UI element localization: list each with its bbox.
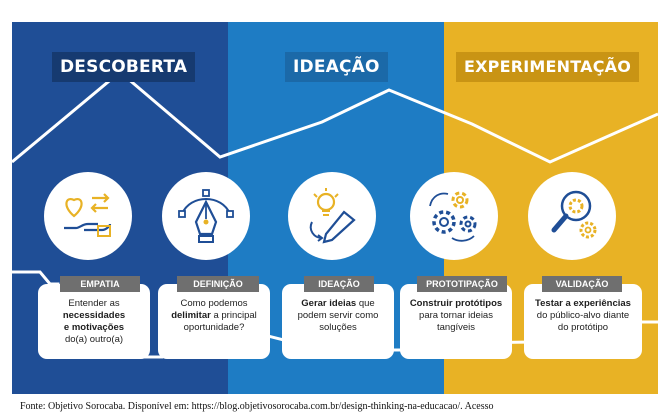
magnifier-gear-icon: [551, 190, 597, 239]
card-highlight: e motivações: [63, 322, 125, 333]
design-thinking-diagram: DESCOBERTA IDEAÇÃO EXPERIMENTAÇÃO: [12, 22, 658, 394]
step-card-empatia: Entender as necessidades e motivações do…: [38, 284, 150, 359]
card-line: soluções: [319, 322, 357, 333]
step-tag-prototipacao: PROTOTIPAÇÃO: [417, 276, 507, 292]
card-highlight: Testar a experiências: [535, 298, 631, 309]
heart-hand-arrows-icon: [64, 193, 112, 237]
step-tag-definicao: DEFINIÇÃO: [177, 276, 259, 292]
step-circle-empatia: [44, 172, 132, 260]
step-circle-validacao: [528, 172, 616, 260]
card-line: do público-alvo diante: [536, 310, 630, 321]
step-circle-ideacao: [288, 172, 376, 260]
card-line: Como podemos: [180, 298, 248, 309]
step-card-prototipacao: Construir protótipos para tornar ideias …: [400, 284, 512, 359]
phase-title-experimentacao: EXPERIMENTAÇÃO: [456, 52, 640, 82]
card-line: para tornar ideias: [419, 310, 493, 321]
step-circle-definicao: [162, 172, 250, 260]
pen-tool-icon: [178, 189, 234, 243]
step-tag-empatia: EMPATIA: [60, 276, 140, 292]
gears-icon: [429, 191, 477, 242]
card-line: do protótipo: [557, 322, 609, 333]
step-circle-prototipacao: [410, 172, 498, 260]
source-caption: Fonte: Objetivo Sorocaba. Disponível em:…: [20, 401, 494, 412]
card-line: do(a) outro(a): [64, 334, 124, 345]
lightbulb-pencil-icon: [309, 188, 356, 244]
card-line: tangíveis: [436, 322, 476, 333]
card-line: Entender as: [68, 298, 120, 309]
card-highlight: Construir protótipos: [409, 298, 503, 309]
card-line: que: [358, 298, 375, 309]
card-highlight: Gerar ideias: [301, 298, 357, 309]
card-line: oportunidade?: [183, 322, 245, 333]
card-line: podem servir como: [297, 310, 379, 321]
diamond-outline-line: [12, 70, 658, 164]
card-highlight: necessidades: [62, 310, 126, 321]
step-tag-ideacao: IDEAÇÃO: [304, 276, 374, 292]
phase-title-ideacao: IDEAÇÃO: [285, 52, 388, 82]
step-card-definicao: Como podemos delimitar a principal oport…: [158, 284, 270, 359]
step-tag-validacao: VALIDAÇÃO: [542, 276, 622, 292]
step-card-validacao: Testar a experiências do público-alvo di…: [524, 284, 642, 359]
step-card-ideacao: Gerar ideias que podem servir como soluç…: [282, 284, 394, 359]
card-line: a principal: [213, 310, 257, 321]
card-highlight: delimitar: [171, 310, 211, 321]
phase-title-descoberta: DESCOBERTA: [52, 52, 196, 82]
